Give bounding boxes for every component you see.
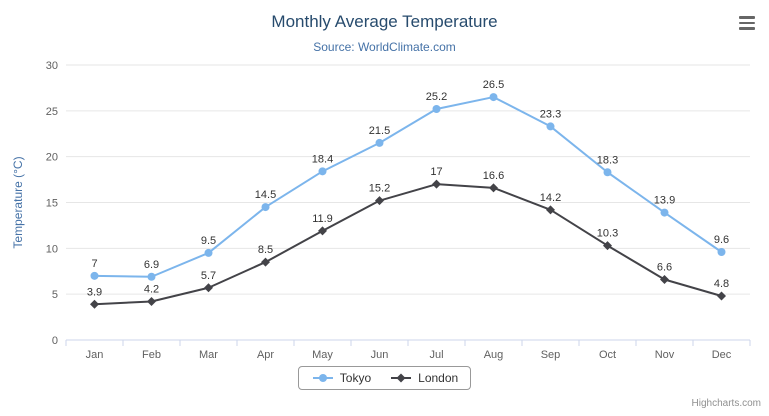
point-marker-london[interactable] xyxy=(660,275,669,284)
data-label-london: 15.2 xyxy=(369,183,390,195)
legend-marker xyxy=(396,373,406,383)
data-label-london: 17 xyxy=(430,166,442,178)
point-marker-london[interactable] xyxy=(375,196,384,206)
data-label-tokyo: 14.5 xyxy=(255,189,276,201)
point-marker-tokyo[interactable] xyxy=(489,93,498,102)
data-label-tokyo: 23.3 xyxy=(540,108,561,120)
data-label-tokyo: 18.4 xyxy=(312,153,333,165)
menu-bar xyxy=(739,16,755,19)
data-label-london: 4.2 xyxy=(144,284,159,296)
x-tick-label: Dec xyxy=(712,349,732,361)
legend-label: Tokyo xyxy=(339,371,372,385)
hamburger-menu-icon[interactable] xyxy=(735,13,759,33)
legend: Tokyo London xyxy=(0,366,769,390)
y-tick-label: 15 xyxy=(46,198,58,210)
data-label-tokyo: 25.2 xyxy=(426,91,447,103)
y-tick-label: 20 xyxy=(46,152,58,164)
point-marker-tokyo[interactable] xyxy=(90,271,99,280)
data-label-tokyo: 26.5 xyxy=(483,79,504,91)
point-marker-london[interactable] xyxy=(90,299,99,309)
series-line-tokyo[interactable] xyxy=(94,96,723,278)
point-marker-london[interactable] xyxy=(432,179,441,189)
x-tick-label: Feb xyxy=(142,349,161,361)
legend-item-tokyo[interactable]: Tokyo xyxy=(311,371,371,385)
data-label-london: 4.8 xyxy=(714,278,729,290)
legend-marker xyxy=(318,374,327,382)
series-line-london[interactable] xyxy=(94,183,722,306)
point-marker-tokyo[interactable] xyxy=(204,248,213,257)
legend-box: Tokyo London xyxy=(297,366,472,390)
data-label-tokyo: 7 xyxy=(91,258,97,270)
data-label-london: 11.9 xyxy=(312,213,333,225)
point-marker-tokyo[interactable] xyxy=(717,248,726,256)
data-label-london: 8.5 xyxy=(258,244,273,256)
legend-label: London xyxy=(418,371,459,385)
x-tick-label: Aug xyxy=(484,349,504,361)
point-marker-tokyo[interactable] xyxy=(432,105,441,113)
y-tick-label: 10 xyxy=(46,243,58,255)
data-label-london: 16.6 xyxy=(483,170,504,182)
data-label-london: 5.7 xyxy=(201,270,216,282)
point-marker-tokyo[interactable] xyxy=(147,272,156,281)
x-tick-label: Jun xyxy=(371,349,389,361)
point-marker-tokyo[interactable] xyxy=(546,122,555,131)
point-marker-london[interactable] xyxy=(717,291,726,301)
y-tick-label: 25 xyxy=(46,106,58,118)
circle-marker-icon xyxy=(312,374,333,382)
point-marker-london[interactable] xyxy=(204,283,213,293)
data-label-london: 14.2 xyxy=(540,192,561,204)
data-label-tokyo: 9.5 xyxy=(201,235,216,247)
point-marker-london[interactable] xyxy=(489,183,498,193)
data-label-tokyo: 6.9 xyxy=(144,259,159,271)
legend-item-london[interactable]: London xyxy=(389,371,458,385)
x-tick-label: Mar xyxy=(199,349,218,361)
data-label-london: 3.9 xyxy=(87,286,102,298)
highcharts-credit[interactable]: Highcharts.com xyxy=(691,398,761,409)
x-tick-label: Jul xyxy=(429,349,443,361)
point-marker-tokyo[interactable] xyxy=(660,208,669,217)
point-marker-london[interactable] xyxy=(318,226,327,236)
data-label-tokyo: 13.9 xyxy=(654,195,675,207)
diamond-marker-icon xyxy=(391,373,412,383)
x-tick-label: Jan xyxy=(86,349,104,361)
data-label-tokyo: 9.6 xyxy=(714,234,729,246)
point-marker-london[interactable] xyxy=(261,257,270,267)
chart-title: Monthly Average Temperature xyxy=(271,12,498,31)
x-tick-label: Oct xyxy=(599,349,616,361)
chart-subtitle: Source: WorldClimate.com xyxy=(313,40,456,54)
x-tick-label: Apr xyxy=(257,349,274,361)
data-label-tokyo: 21.5 xyxy=(369,125,390,137)
point-marker-tokyo[interactable] xyxy=(603,168,612,177)
y-tick-label: 30 xyxy=(46,60,58,72)
y-axis-title: Temperature (°C) xyxy=(11,156,25,248)
point-marker-tokyo[interactable] xyxy=(261,203,270,212)
data-label-london: 10.3 xyxy=(597,228,618,240)
menu-bar xyxy=(739,27,755,30)
data-label-london: 6.6 xyxy=(657,262,672,274)
x-tick-label: Nov xyxy=(655,349,675,361)
y-tick-label: 0 xyxy=(52,335,58,347)
point-marker-london[interactable] xyxy=(603,241,612,251)
x-tick-label: May xyxy=(312,349,333,361)
menu-bar xyxy=(739,21,755,25)
data-label-tokyo: 18.3 xyxy=(597,154,618,166)
point-marker-tokyo[interactable] xyxy=(375,138,384,147)
point-marker-london[interactable] xyxy=(546,205,555,215)
point-marker-tokyo[interactable] xyxy=(318,167,327,176)
y-tick-label: 5 xyxy=(52,289,58,301)
x-tick-label: Sep xyxy=(541,349,561,361)
point-marker-london[interactable] xyxy=(147,297,156,306)
